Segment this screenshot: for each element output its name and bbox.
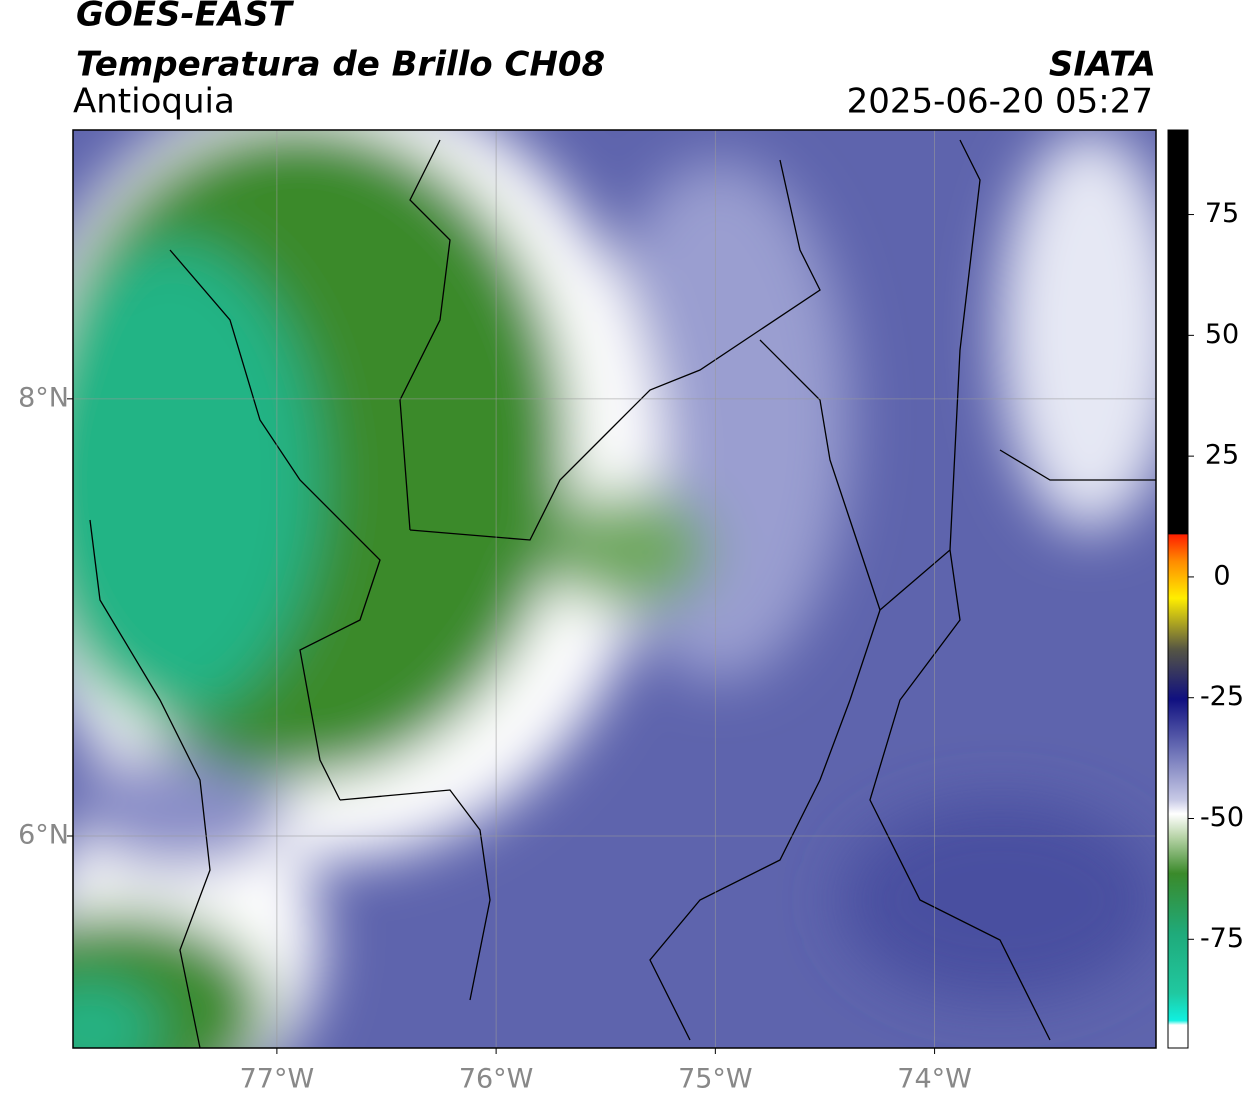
source: SIATA [1049,45,1156,85]
map-frame [72,129,1157,1049]
x-tick-label: 77°W [240,1064,315,1095]
x-tick-label: 74°W [897,1064,972,1095]
subtitle: Temperatura de Brillo CH08 [76,45,605,85]
colorbar [1167,129,1189,1049]
title: GOES-EAST [76,0,295,35]
region: Antioquia [73,82,235,122]
y-tick-label: 6°N [18,819,69,850]
x-tick-label: 76°W [459,1064,534,1095]
satellite-image [73,130,1156,1048]
colorbar-tick-label: -75 [1200,923,1244,954]
x-tick-label: 75°W [678,1064,753,1095]
y-tick-label: 8°N [18,382,69,413]
colorbar-tick-label: 75 [1205,198,1239,229]
timestamp: 2025-06-20 05:27 [847,82,1153,122]
colorbar-tick-label: -25 [1200,681,1244,712]
colorbar-tick-label: 0 [1213,560,1230,591]
colorbar-tick-label: 50 [1205,319,1239,350]
colorbar-tick-label: 25 [1205,440,1239,471]
colorbar-tick-label: -50 [1200,802,1244,833]
